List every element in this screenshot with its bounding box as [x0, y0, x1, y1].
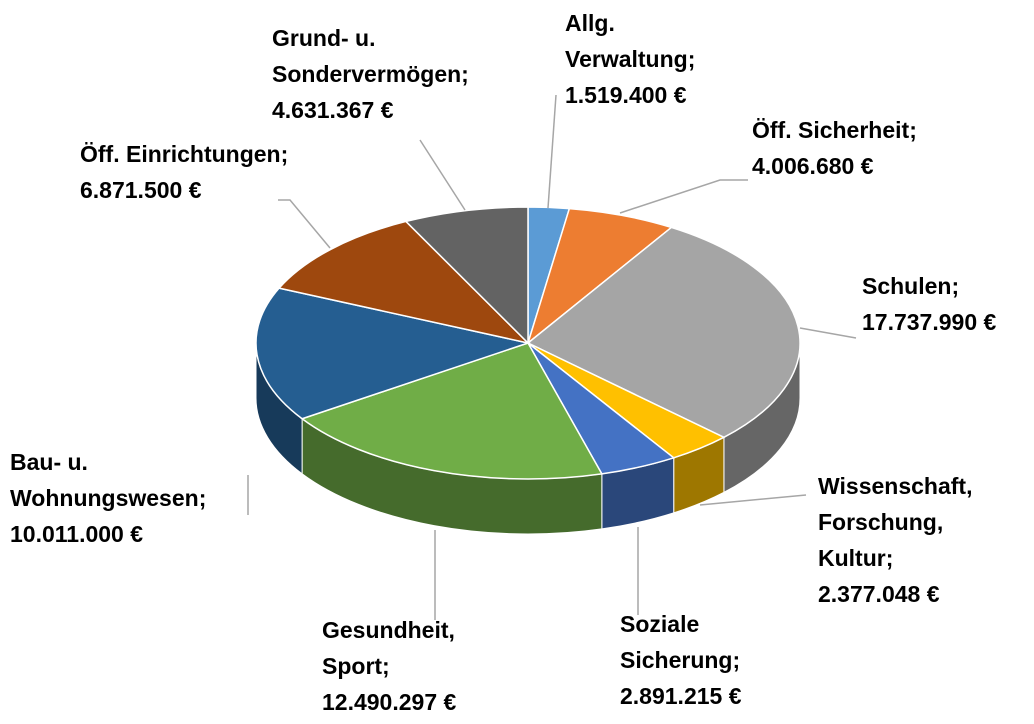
slice: [526, 226, 801, 439]
data-label: Wissenschaft, Forschung, Kultur; 2.377.04…: [818, 468, 998, 612]
value-label: 4.631.367 €: [272, 97, 394, 123]
value-label: 4.006.680 €: [752, 153, 874, 179]
slice: [300, 342, 604, 480]
value-label: 2.377.048 €: [818, 581, 940, 607]
data-label: Soziale Sicherung; 2.891.215 €: [620, 606, 780, 714]
category-label: Schulen;: [862, 273, 960, 299]
data-label: Gesundheit, Sport; 12.490.297 €: [322, 612, 482, 720]
value-label: 1.519.400 €: [565, 82, 687, 108]
leader-line: [699, 494, 807, 506]
slice: [277, 220, 531, 345]
category-label: Gesundheit, Sport;: [322, 617, 455, 679]
value-label: 17.737.990 €: [862, 309, 997, 335]
leader-line: [619, 179, 748, 214]
category-label: Öff. Einrichtungen;: [80, 141, 289, 167]
category-label: Bau- u. Wohnungswesen;: [10, 449, 207, 511]
leader-line: [799, 327, 857, 339]
category-label: Allg. Verwaltung;: [565, 10, 696, 72]
data-label: Öff. Sicherheit; 4.006.680 €: [752, 112, 1022, 184]
leader-line: [419, 139, 466, 211]
value-label: 2.891.215 €: [620, 683, 742, 709]
slice: [255, 287, 531, 420]
data-label: Bau- u. Wohnungswesen; 10.011.000 €: [10, 444, 255, 552]
leader-line: [547, 94, 557, 209]
category-label: Wissenschaft, Forschung, Kultur;: [818, 473, 973, 571]
category-label: Grund- u. Sondervermögen;: [272, 25, 469, 87]
data-label: Grund- u. Sondervermögen; 4.631.367 €: [272, 20, 517, 128]
data-label: Schulen; 17.737.990 €: [862, 268, 1032, 340]
value-label: 10.011.000 €: [10, 521, 144, 547]
value-label: 12.490.297 €: [322, 689, 457, 715]
value-label: 6.871.500 €: [80, 177, 202, 203]
leader-line: [278, 199, 331, 249]
category-label: Öff. Sicherheit;: [752, 117, 917, 143]
data-label: Allg. Verwaltung; 1.519.400 €: [565, 5, 715, 113]
slice: [404, 206, 529, 345]
data-label: Öff. Einrichtungen; 6.871.500 €: [80, 136, 290, 208]
category-label: Soziale Sicherung;: [620, 611, 741, 673]
